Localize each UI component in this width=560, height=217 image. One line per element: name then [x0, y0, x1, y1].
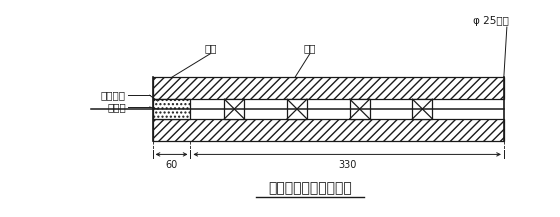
- Bar: [153, 99, 190, 119]
- Bar: [153, 119, 504, 141]
- Text: 周边眼装药结构示意图: 周边眼装药结构示意图: [268, 181, 352, 195]
- Bar: [350, 99, 370, 119]
- Text: 竹片: 竹片: [304, 43, 316, 53]
- Text: 导爆索: 导爆索: [107, 102, 126, 112]
- Bar: [412, 99, 432, 119]
- Text: 毫秒雷管: 毫秒雷管: [101, 90, 126, 100]
- Bar: [287, 99, 307, 119]
- Bar: [153, 77, 504, 99]
- Text: φ 25药卷: φ 25药卷: [473, 16, 509, 26]
- Bar: [225, 99, 244, 119]
- Text: 炮泥: 炮泥: [204, 43, 217, 53]
- Text: 330: 330: [338, 160, 356, 170]
- Text: 60: 60: [165, 160, 178, 170]
